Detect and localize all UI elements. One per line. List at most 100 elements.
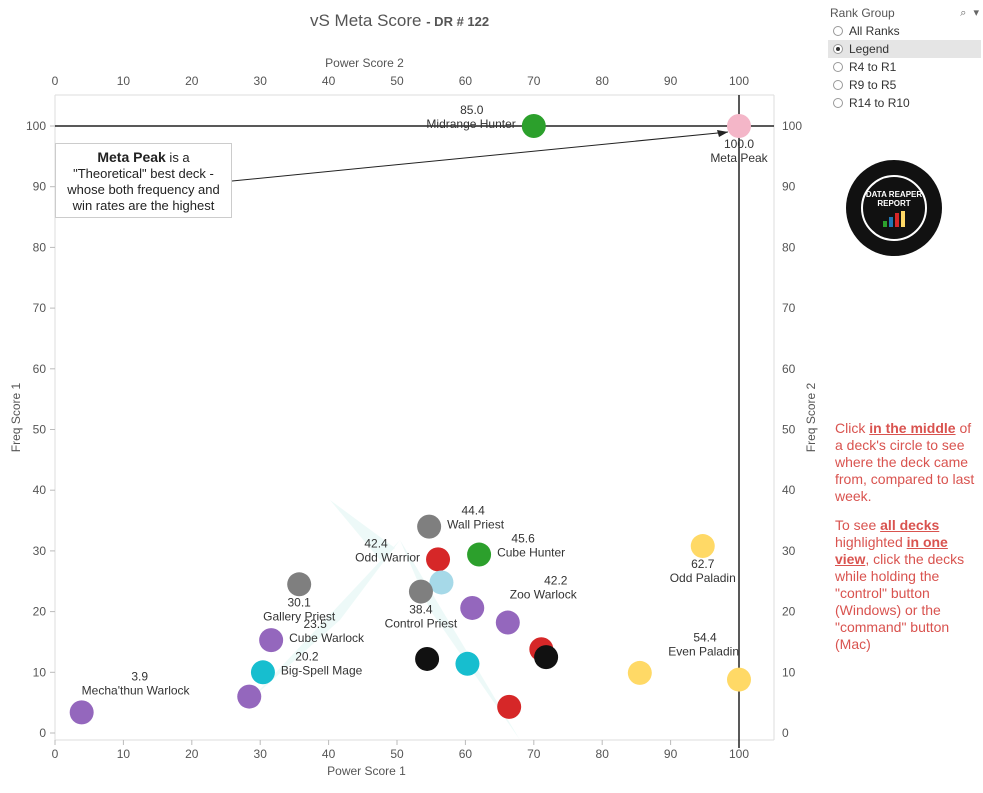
instruction-multi: To see all decks highlighted in one view… [835, 517, 965, 652]
deck-point-paladin-4[interactable] [627, 660, 652, 685]
point-name-label: Wall Priest [447, 518, 505, 532]
deck-point-mecha-thun-warlock[interactable] [69, 700, 94, 725]
y-tick-label-left: 50 [33, 423, 47, 437]
point-value-label: 30.1 [288, 595, 312, 609]
y-tick-label-left: 70 [33, 301, 47, 315]
y-tick-label-right: 70 [782, 301, 796, 315]
meta-peak-note: Meta Peak is a "Theoretical" best deck -… [55, 143, 232, 218]
rank-option-label: R4 to R1 [849, 60, 897, 74]
y-tick-label-right: 80 [782, 240, 796, 254]
instruction-click: Click in the middle of a deck's circle t… [835, 420, 975, 504]
y-tick-label-left: 10 [33, 665, 47, 679]
deck-point-midrange-hunter[interactable] [521, 114, 546, 138]
deck-point-warlock-15[interactable] [237, 684, 262, 709]
point-name-label: Odd Paladin [670, 571, 736, 585]
x-tick-label-top: 50 [390, 74, 404, 88]
x-tick-label-top: 10 [117, 74, 131, 88]
point-value-label: 42.2 [544, 574, 568, 588]
x-tick-label-top: 80 [596, 74, 610, 88]
y-tick-label-right: 0 [782, 726, 789, 740]
x-axis-title-bottom: Power Score 1 [327, 764, 406, 778]
rank-option-0[interactable]: All Ranks [828, 22, 981, 40]
data-reaper-logo: DATA REAPER REPORT [846, 160, 942, 256]
deck-point-even-paladin[interactable] [727, 667, 751, 692]
x-tick-label-bottom: 90 [664, 747, 678, 761]
rank-option-3[interactable]: R9 to R5 [828, 76, 981, 94]
deck-point-wall-priest[interactable] [417, 514, 442, 539]
point-value-label: 42.4 [364, 536, 388, 550]
x-axis-title-top: Power Score 2 [325, 56, 404, 70]
deck-point-big-spell-mage[interactable] [250, 660, 275, 685]
y-tick-label-left: 0 [39, 726, 46, 740]
point-name-label: Zoo Warlock [510, 588, 578, 602]
x-tick-label-bottom: 40 [322, 747, 336, 761]
chart-title: vS Meta Score - DR # 122 [310, 11, 489, 30]
y-axis-title-right: Freq Score 2 [804, 382, 818, 452]
deck-point-mage-18[interactable] [455, 651, 480, 676]
x-tick-label-bottom: 20 [185, 747, 199, 761]
x-tick-label-bottom: 80 [596, 747, 610, 761]
x-tick-label-top: 30 [254, 74, 268, 88]
x-tick-label-bottom: 60 [459, 747, 473, 761]
y-tick-label-right: 100 [782, 119, 802, 133]
x-tick-label-top: 70 [527, 74, 541, 88]
point-value-label: 20.2 [295, 649, 319, 663]
y-tick-label-right: 40 [782, 483, 796, 497]
point-value-label: 38.4 [409, 603, 433, 617]
filter-menu-icon[interactable]: ⌕ ▾ [960, 7, 981, 19]
deck-point-warlock-10[interactable] [460, 595, 485, 620]
point-value-label: 3.9 [131, 669, 148, 683]
deck-point-rogue-17[interactable] [415, 646, 440, 671]
deck-point-druid-8[interactable] [429, 570, 454, 595]
instructions: Click in the middle of a deck's circle t… [835, 420, 980, 665]
rank-option-1[interactable]: Legend [828, 40, 981, 58]
deck-point-meta-peak[interactable] [727, 114, 751, 138]
x-tick-label-bottom: 70 [527, 747, 541, 761]
x-tick-label-top: 0 [52, 74, 59, 88]
point-value-label: 85.0 [460, 103, 484, 117]
x-tick-label-top: 20 [185, 74, 199, 88]
y-axis-title-left: Freq Score 1 [9, 382, 23, 452]
radio-icon[interactable] [833, 44, 843, 54]
y-tick-label-left: 20 [33, 605, 47, 619]
rank-option-4[interactable]: R14 to R10 [828, 94, 981, 112]
point-name-label: Control Priest [385, 617, 458, 631]
logo-text: DATA REAPER REPORT [865, 189, 923, 208]
point-value-label: 100.0 [724, 137, 754, 151]
radio-icon[interactable] [833, 26, 843, 36]
point-value-label: 44.4 [461, 504, 485, 518]
y-tick-label-left: 30 [33, 544, 47, 558]
point-name-label: Meta Peak [710, 151, 768, 165]
point-value-label: 23.5 [303, 617, 327, 631]
radio-icon[interactable] [833, 98, 843, 108]
rank-option-label: R9 to R5 [849, 78, 897, 92]
x-tick-label-top: 40 [322, 74, 336, 88]
y-tick-label-right: 20 [782, 605, 796, 619]
point-name-label: Mecha'thun Warlock [82, 683, 191, 697]
meta-peak-arrow [231, 131, 729, 182]
deck-point-control-priest[interactable] [408, 579, 433, 604]
x-tick-label-bottom: 50 [390, 747, 404, 761]
radio-icon[interactable] [833, 80, 843, 90]
meta-peak-arrowhead [717, 130, 728, 137]
y-tick-label-right: 50 [782, 423, 796, 437]
deck-point-odd-warrior[interactable] [426, 547, 451, 572]
x-tick-label-top: 90 [664, 74, 678, 88]
x-tick-label-bottom: 30 [254, 747, 268, 761]
deck-point-cube-hunter[interactable] [467, 542, 492, 567]
rank-option-2[interactable]: R4 to R1 [828, 58, 981, 76]
deck-point-gallery-priest[interactable] [287, 572, 312, 597]
deck-point-cube-warlock[interactable] [259, 628, 284, 653]
y-tick-label-right: 60 [782, 362, 796, 376]
deck-point-odd-paladin[interactable] [690, 534, 715, 559]
deck-point-rogue-20[interactable] [534, 645, 559, 670]
rank-option-label: R14 to R10 [849, 96, 910, 110]
rank-group-label: Rank Group [830, 6, 895, 20]
point-name-label: Cube Hunter [497, 546, 565, 560]
deck-point-warrior-21[interactable] [497, 694, 522, 719]
y-tick-label-right: 10 [782, 665, 796, 679]
y-tick-label-right: 90 [782, 180, 796, 194]
radio-icon[interactable] [833, 62, 843, 72]
deck-point-zoo-warlock[interactable] [495, 610, 520, 635]
y-tick-label-left: 60 [33, 362, 47, 376]
